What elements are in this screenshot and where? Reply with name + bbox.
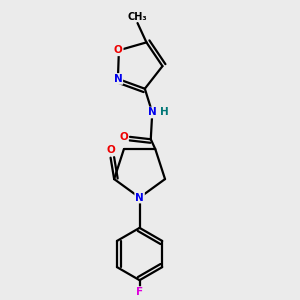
Text: O: O — [106, 145, 115, 155]
Text: F: F — [136, 287, 143, 297]
Text: N: N — [135, 193, 144, 202]
Text: O: O — [114, 45, 123, 55]
Text: N: N — [113, 74, 122, 84]
Text: H: H — [160, 107, 169, 117]
Text: O: O — [119, 132, 128, 142]
Text: CH₃: CH₃ — [128, 11, 147, 22]
Text: N: N — [148, 107, 157, 118]
